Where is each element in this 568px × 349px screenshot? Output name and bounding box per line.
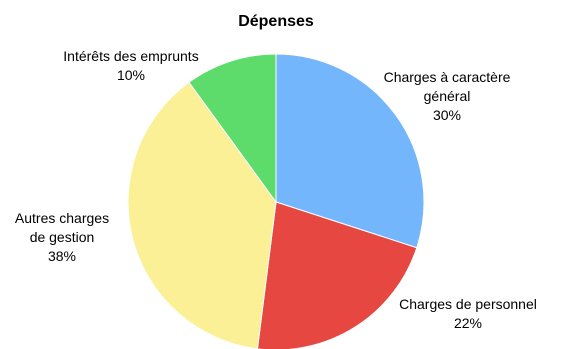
pie-slice-3	[127, 81, 277, 349]
slice-label-1: Charges à caractère général 30%	[384, 69, 511, 123]
pie-slice-4	[188, 53, 277, 204]
slice-percent: 10%	[117, 67, 145, 83]
slice-label-2: Charges de personnel 22%	[399, 296, 537, 331]
slice-label-line: Charges de personnel	[399, 296, 537, 312]
pie-slices	[127, 53, 425, 349]
pie-slice-1	[275, 53, 425, 249]
slice-label-4: Intérêts des emprunts 10%	[63, 48, 198, 83]
pie-slice-2	[256, 201, 418, 349]
slice-percent: 38%	[48, 248, 76, 264]
chart-title: Dépenses	[238, 13, 314, 30]
slice-label-line: Intérêts des emprunts	[63, 48, 198, 64]
slice-label-line: Charges à caractère	[384, 69, 511, 85]
slice-label-line: de gestion	[30, 229, 95, 245]
slice-label-3: Autres charges de gestion 38%	[15, 210, 109, 264]
slice-label-line: général	[424, 88, 471, 104]
slice-label-line: Autres charges	[15, 210, 109, 226]
slice-percent: 30%	[433, 107, 461, 123]
slice-percent: 22%	[454, 315, 482, 331]
slice-labels: Charges à caractère général 30% Charges de …	[15, 48, 537, 331]
